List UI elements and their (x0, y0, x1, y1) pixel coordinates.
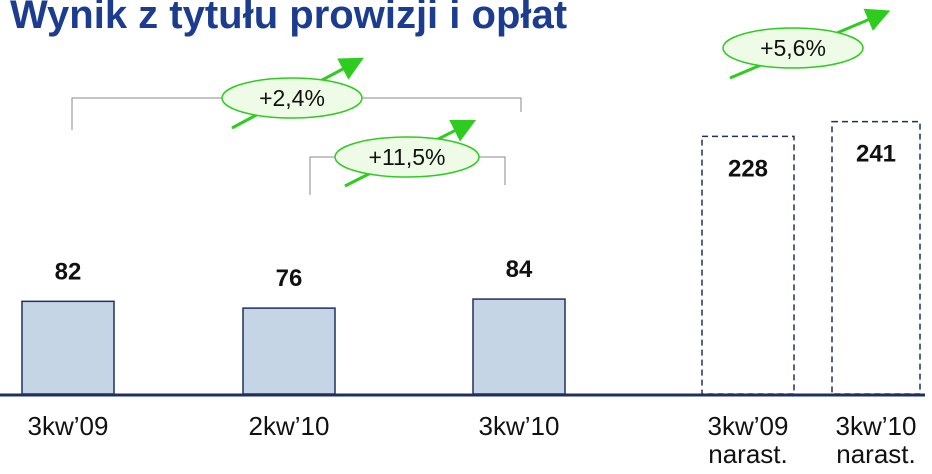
value-label: 84 (506, 256, 533, 283)
annotation: +11,5% (369, 144, 446, 170)
annotation-bubble (221, 77, 363, 119)
bar (21, 300, 115, 395)
x-tick-label: 3kw’09 narast. (707, 411, 789, 469)
annotation-bubble (722, 27, 864, 69)
x-tick-label: 3kw’10 (478, 411, 560, 441)
bar (472, 298, 566, 395)
value-label: 228 (728, 155, 768, 182)
bar (701, 135, 795, 395)
value-label: 76 (276, 265, 303, 292)
chart-title: Wynik z tytułu prowizji i opłat (10, 0, 567, 37)
x-tick-label: 2kw’10 (248, 411, 330, 441)
value-label: 82 (55, 258, 82, 285)
annotation: +2,4% (259, 85, 325, 111)
value-label: 241 (856, 141, 896, 168)
annotation: +5,6% (760, 35, 826, 61)
annotation-bubble (334, 136, 480, 178)
bar (242, 307, 336, 395)
x-tick-label: 3kw’09 (27, 411, 109, 441)
x-tick-label: 3kw’10 narast. (835, 411, 917, 469)
bar (831, 120, 921, 395)
